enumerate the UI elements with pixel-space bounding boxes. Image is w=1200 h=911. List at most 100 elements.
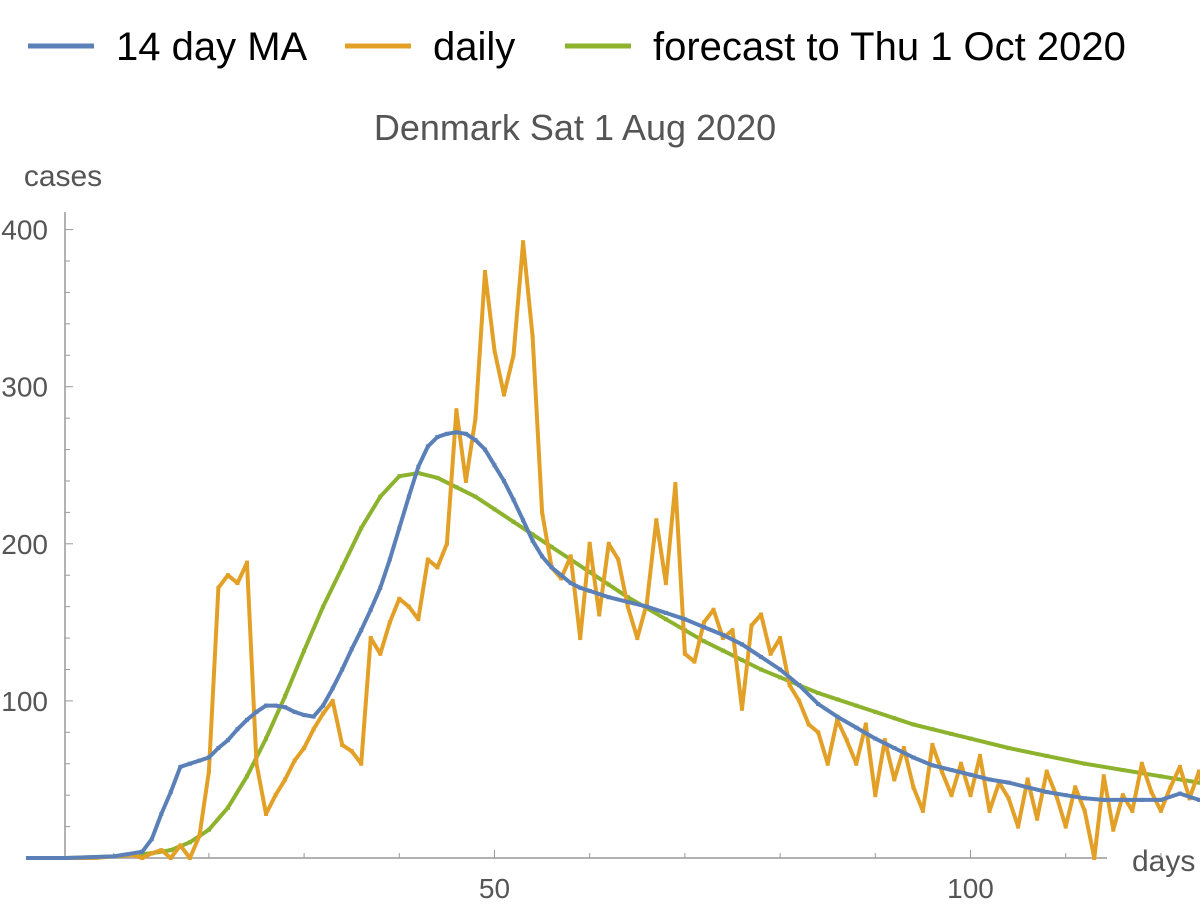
- axis-ticks: 50100150200100200300400: [1, 215, 1162, 904]
- data-point: [283, 705, 288, 710]
- data-point: [1063, 793, 1068, 798]
- data-point: [1130, 808, 1135, 813]
- data-point: [435, 434, 440, 439]
- data-point: [854, 703, 859, 708]
- data-point: [949, 793, 954, 798]
- data-point: [378, 585, 383, 590]
- data-point: [235, 727, 240, 732]
- data-point: [463, 431, 468, 436]
- data-point: [844, 738, 849, 743]
- data-point: [606, 582, 611, 587]
- data-point: [892, 716, 897, 721]
- data-point: [1101, 797, 1106, 802]
- legend-label: 14 day MA: [116, 25, 308, 69]
- data-point: [530, 538, 535, 543]
- data-point: [283, 777, 288, 782]
- data-point: [225, 573, 230, 578]
- data-point: [159, 812, 164, 817]
- data-point: [425, 444, 430, 449]
- data-point: [216, 585, 221, 590]
- data-point: [720, 632, 725, 637]
- data-point: [444, 541, 449, 546]
- data-point: [654, 518, 659, 523]
- data-point: [806, 722, 811, 727]
- data-point: [302, 746, 307, 751]
- data-point: [892, 746, 897, 751]
- data-point: [701, 639, 706, 644]
- data-point: [273, 793, 278, 798]
- data-point: [64, 856, 69, 860]
- data-point: [302, 713, 307, 718]
- data-point: [759, 667, 764, 672]
- data-point: [197, 758, 202, 763]
- series-layer: [26, 240, 1200, 860]
- data-point: [359, 526, 364, 531]
- data-point: [1044, 753, 1049, 758]
- data-point: [216, 746, 221, 751]
- data-point: [663, 581, 668, 586]
- data-point: [368, 607, 373, 612]
- data-point: [349, 749, 354, 754]
- data-point: [749, 623, 754, 628]
- data-point: [1044, 769, 1049, 774]
- data-point: [949, 731, 954, 736]
- data-point: [882, 738, 887, 743]
- data-point: [711, 607, 716, 612]
- data-point: [197, 834, 202, 839]
- data-point: [644, 604, 649, 609]
- data-point: [359, 761, 364, 766]
- data-point: [759, 612, 764, 617]
- data-point: [1006, 746, 1011, 751]
- data-point: [1025, 785, 1030, 790]
- data-point: [873, 736, 878, 741]
- data-point: [159, 848, 164, 853]
- data-point: [587, 588, 592, 593]
- data-point: [778, 636, 783, 641]
- data-point: [302, 648, 307, 653]
- data-point: [511, 497, 516, 502]
- data-point: [168, 790, 173, 795]
- data-point: [987, 777, 992, 782]
- data-point: [473, 416, 478, 421]
- data-point: [816, 702, 821, 707]
- data-point: [1082, 796, 1087, 801]
- data-point: [264, 703, 269, 708]
- data-point: [225, 738, 230, 743]
- data-point: [1120, 793, 1125, 798]
- data-point: [1025, 777, 1030, 782]
- data-point: [549, 544, 554, 549]
- data-point: [701, 625, 706, 630]
- data-point: [663, 617, 668, 622]
- data-point: [559, 573, 564, 578]
- data-point: [625, 599, 630, 604]
- data-point: [635, 636, 640, 641]
- data-point: [873, 793, 878, 798]
- data-point: [378, 651, 383, 656]
- data-point: [911, 722, 916, 727]
- data-point: [1006, 780, 1011, 785]
- data-point: [1139, 761, 1144, 766]
- data-point: [920, 808, 925, 813]
- chart-title: Denmark Sat 1 Aug 2020: [374, 107, 776, 148]
- data-point: [206, 755, 211, 760]
- data-point: [1196, 797, 1200, 802]
- data-point: [625, 604, 630, 609]
- data-point: [787, 683, 792, 688]
- data-point: [387, 557, 392, 562]
- data-point: [264, 736, 269, 741]
- data-point: [835, 697, 840, 702]
- data-point: [1092, 856, 1097, 860]
- data-point: [559, 576, 564, 581]
- data-point: [1035, 816, 1040, 821]
- data-point: [1196, 780, 1200, 785]
- data-point: [168, 856, 173, 860]
- data-point: [730, 628, 735, 633]
- data-point: [530, 334, 535, 339]
- data-point: [568, 581, 573, 586]
- data-point: [692, 659, 697, 664]
- data-point: [1073, 785, 1078, 790]
- data-point: [330, 698, 335, 703]
- data-point: [1139, 797, 1144, 802]
- data-point: [1120, 797, 1125, 802]
- data-point: [778, 667, 783, 672]
